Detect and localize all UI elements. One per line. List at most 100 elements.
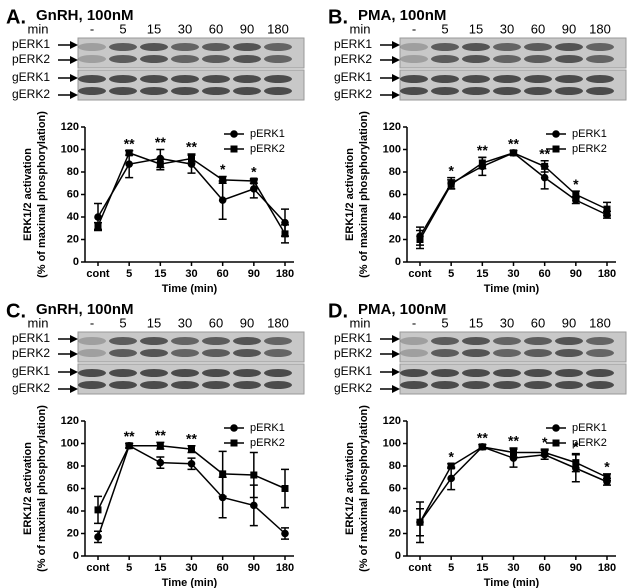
arrow-head — [392, 41, 400, 49]
marker — [603, 205, 611, 213]
marker — [509, 454, 518, 462]
significance: * — [604, 459, 610, 475]
lane-label: - — [412, 315, 416, 330]
blot-band — [78, 87, 106, 95]
lane-header: min — [28, 315, 49, 330]
x-tick-label: 180 — [276, 562, 294, 574]
blot-band — [264, 55, 292, 63]
y-axis-label: (% of maximal phosphorylation) — [358, 111, 370, 278]
x-tick-label: 30 — [185, 562, 197, 574]
blot-band — [264, 381, 292, 389]
arrow-head — [70, 74, 78, 82]
row-label: gERK1 — [334, 70, 372, 84]
x-tick-label: 90 — [570, 562, 582, 574]
marker — [250, 501, 258, 510]
significance: ** — [155, 427, 166, 443]
lane-label: 60 — [531, 21, 545, 36]
marker — [125, 442, 133, 450]
legend-label: pERK2 — [250, 437, 285, 449]
blot — [77, 331, 305, 363]
arrow-head — [392, 74, 400, 82]
marker — [572, 191, 580, 198]
blot-band — [202, 75, 230, 83]
y-tick-label: 120 — [383, 121, 401, 133]
x-tick-label: 180 — [598, 562, 616, 574]
x-tick-label: 15 — [154, 268, 166, 280]
legend-label: pERK1 — [572, 422, 607, 434]
x-tick-label: 15 — [476, 562, 488, 574]
marker — [94, 533, 102, 541]
blot-band — [524, 55, 552, 63]
y-tick-label: 20 — [67, 233, 79, 245]
blot-band — [462, 369, 490, 377]
x-tick-label: 30 — [507, 562, 519, 574]
significance: * — [573, 438, 579, 454]
x-tick-label: 180 — [276, 268, 294, 280]
marker — [603, 473, 611, 481]
blot-band — [140, 381, 168, 389]
y-axis-label: ERK1/2 activation — [22, 442, 34, 535]
blot-band — [400, 349, 428, 357]
blot-band — [202, 381, 230, 389]
blot-band — [109, 75, 137, 83]
panel-label: B. — [328, 6, 348, 28]
blot-band — [171, 55, 199, 63]
blot — [77, 37, 305, 69]
blot — [77, 363, 305, 395]
row-label: gERK2 — [334, 87, 372, 101]
blot-band — [431, 349, 459, 357]
lane-label: 15 — [469, 315, 483, 330]
blot — [399, 331, 627, 363]
marker — [572, 459, 580, 467]
blot-band — [586, 87, 614, 95]
y-axis-label: ERK1/2 activation — [22, 148, 34, 241]
significance: ** — [155, 134, 166, 150]
blot-band — [555, 381, 583, 389]
blot-band — [586, 43, 614, 51]
row-label: gERK1 — [334, 364, 372, 378]
blot-band — [140, 43, 168, 51]
arrow-head — [70, 56, 78, 64]
significance: ** — [186, 139, 197, 155]
blot-band — [524, 87, 552, 95]
arrow-head — [392, 368, 400, 376]
x-tick-label: 90 — [570, 268, 582, 280]
lane-label: 90 — [562, 21, 576, 36]
blot-band — [555, 87, 583, 95]
y-axis-label: (% of maximal phosphorylation) — [358, 405, 370, 572]
x-tick-label: 90 — [248, 268, 260, 280]
blot-band — [431, 55, 459, 63]
marker — [416, 518, 424, 526]
blot-band — [462, 43, 490, 51]
legend-marker — [552, 145, 560, 153]
marker — [447, 462, 455, 470]
marker — [187, 459, 196, 468]
x-tick-label: cont — [86, 268, 110, 280]
blot-band — [109, 55, 137, 63]
marker — [219, 470, 227, 478]
y-tick-label: 20 — [389, 233, 401, 245]
y-tick-label: 60 — [67, 188, 79, 200]
marker — [541, 449, 549, 456]
lane-header: min — [350, 21, 371, 36]
blot — [399, 363, 627, 395]
blot-band — [233, 43, 261, 51]
lane-label: 5 — [119, 21, 126, 36]
arrow-head — [70, 368, 78, 376]
lane-label: 30 — [178, 315, 192, 330]
x-tick-label: 5 — [448, 268, 454, 280]
blot-band — [264, 349, 292, 357]
blot-band — [400, 75, 428, 83]
arrow-head — [70, 385, 78, 393]
row-label: gERK2 — [334, 381, 372, 395]
marker — [218, 493, 227, 502]
blot-band — [202, 87, 230, 95]
y-tick-label: 100 — [383, 143, 401, 155]
lane-label: 180 — [267, 21, 289, 36]
marker — [447, 180, 455, 188]
significance: * — [542, 434, 548, 450]
blot-band — [140, 75, 168, 83]
x-tick-label: cont — [86, 562, 110, 574]
y-tick-label: 60 — [389, 188, 401, 200]
